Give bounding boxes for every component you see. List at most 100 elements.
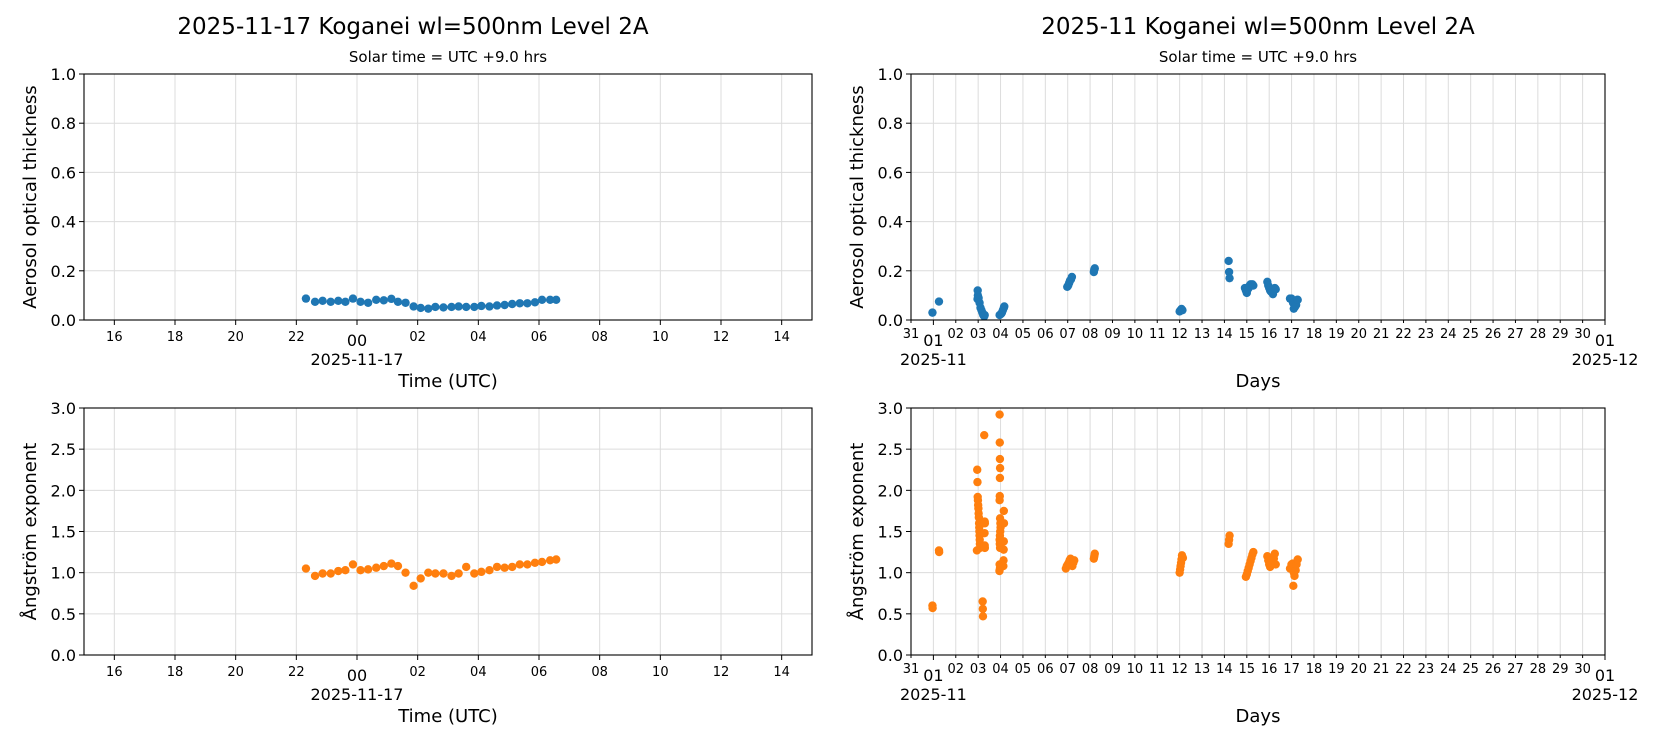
y-tick-label: 0.0 [51,646,76,665]
data-point [980,310,989,320]
data-point [348,560,358,569]
x-month-label: 2025-12 [1572,685,1639,704]
x-tick-label: 12 [1171,662,1188,677]
data-point [379,296,388,305]
x-tick-label: 12 [1171,327,1188,342]
axes-frame [83,407,813,656]
y-tick-label: 0.0 [878,311,903,330]
data-point [508,562,517,572]
x-tick-label: 24 [1440,327,1457,342]
left-figure-title: 2025-11-17 Koganei wl=500nm Level 2A [177,14,648,40]
x-tick-label: 25 [1462,662,1479,677]
axes-frame [910,73,1606,321]
x-tick-label: 02 [948,662,965,677]
x-tick-label: 16 [106,330,123,345]
data-point [973,465,982,474]
y-tick-label: 1.0 [51,564,76,583]
data-point [372,295,381,305]
x-tick-label: 02 [409,665,426,680]
x-tick-label: 09 [1104,662,1121,677]
data-point [372,563,381,572]
x-tick-label: 18 [1306,662,1323,677]
y-tick-label: 1.0 [878,564,903,583]
x-tick-label: 23 [1418,662,1435,677]
data-point [515,299,524,308]
x-tick-label: 10 [652,330,669,345]
y-tick-label: 1.0 [51,65,76,84]
y-tick-label: 0.2 [878,262,903,281]
data-point [401,298,410,307]
x-tick-label: 26 [1485,662,1502,677]
x-tick-label: 14 [773,665,790,680]
data-point [1000,302,1009,311]
x-tick-label: 21 [1373,662,1390,677]
data-point [515,560,524,569]
data-point [978,597,987,606]
axes-frame [83,73,813,321]
data-point [530,558,540,567]
data-point [393,561,403,571]
data-point [409,581,418,591]
data-point [363,298,373,307]
x-tick-label: 19 [1328,662,1345,677]
data-point [1293,555,1302,564]
data-point [301,294,311,303]
data-point [1178,553,1188,563]
data-point [995,473,1005,483]
data-point [1249,281,1258,290]
data-point [424,568,433,577]
x-tick-label: 21 [1373,327,1390,342]
x-tick-label: 00 [347,666,367,685]
data-point [995,496,1004,505]
data-point [1067,272,1077,282]
x-tick-label: 04 [470,665,487,680]
data-point [995,438,1004,447]
data-point [972,546,982,555]
data-point [485,565,494,575]
data-point [454,302,463,311]
data-point [1070,556,1079,565]
y-tick-label: 0.8 [51,114,76,133]
y-tick-label: 0.4 [51,213,76,232]
data-point [401,568,410,577]
x-tick-label: 24 [1440,662,1457,677]
axes-frame [910,407,1606,656]
subplot-title: Solar time = UTC +9.0 hrs [1159,48,1357,66]
data-point [980,430,989,440]
data-point [393,297,403,306]
x-tick-label: 01 [923,666,943,685]
x-tick-label: 16 [106,665,123,680]
data-point [356,297,365,306]
x-tick-label: 17 [1283,662,1300,677]
data-point [934,297,944,306]
x-tick-label: 20 [1350,662,1367,677]
y-tick-label: 0.5 [878,605,903,624]
data-point [348,294,358,303]
y-tick-label: 3.0 [51,399,76,418]
x-tick-label: 01 [923,331,943,350]
x-tick-label: 08 [1082,327,1099,342]
data-point [379,561,388,571]
data-point [431,302,440,312]
data-point [477,301,486,311]
data-point [995,410,1004,419]
x-tick-label: 29 [1552,327,1569,342]
data-point [356,565,365,575]
data-point [523,299,532,308]
x-tick-label: 04 [470,330,487,345]
data-point [470,302,479,312]
x-tick-label: 08 [591,665,608,680]
y-tick-label: 2.0 [51,481,76,500]
y-tick-label: 0.6 [878,163,903,182]
data-point [334,566,343,576]
data-point [995,454,1005,464]
x-tick-label: 28 [1530,327,1547,342]
x-tick-label: 10 [1127,662,1144,677]
subplot-title: Solar time = UTC +9.0 hrs [349,48,547,66]
data-point [500,563,509,572]
x-tick-label: 28 [1530,662,1547,677]
x-tick-label: 06 [531,665,548,680]
data-point [477,567,486,577]
x-tick-label: 23 [1418,327,1435,342]
